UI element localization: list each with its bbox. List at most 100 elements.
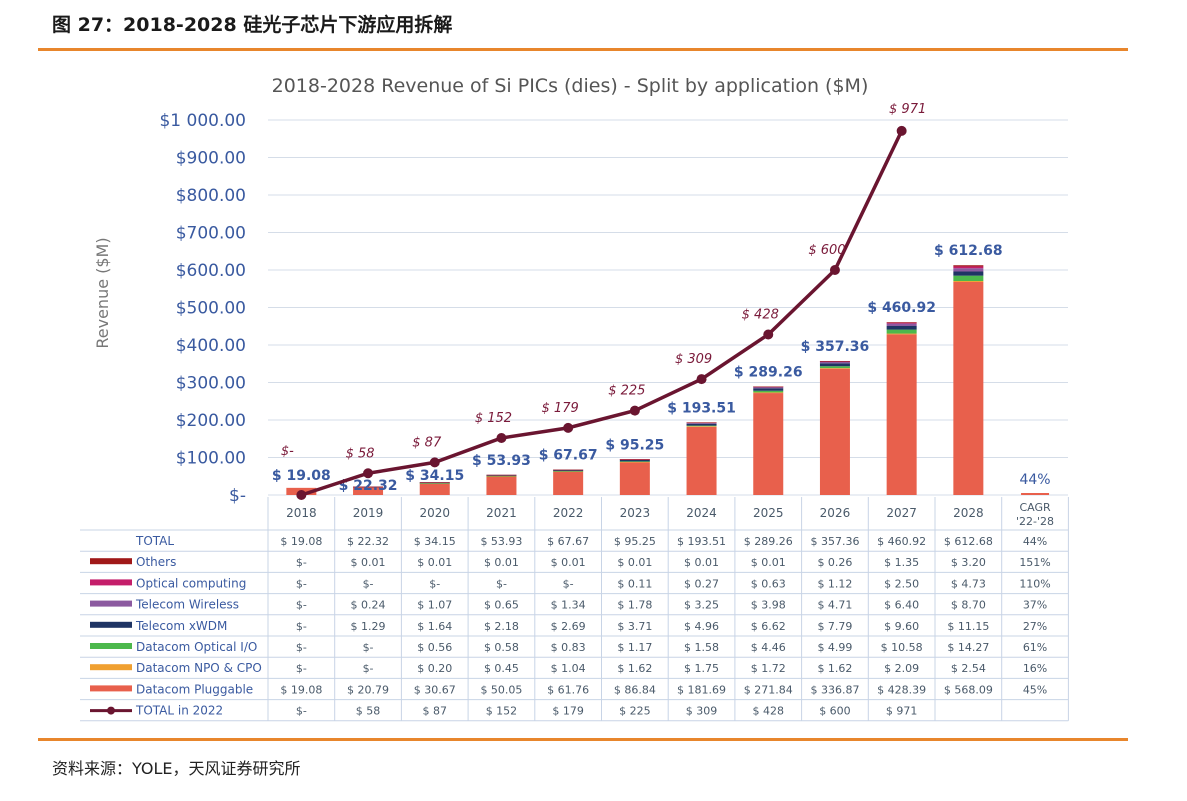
bar-total-label: $ 289.26 bbox=[734, 365, 803, 381]
table-cell: $ 1.29 bbox=[351, 620, 386, 633]
table-cell: $- bbox=[429, 577, 440, 590]
table-header-year: 2022 bbox=[553, 506, 584, 520]
line-point-label: $ 309 bbox=[675, 352, 712, 367]
line-point bbox=[763, 329, 774, 340]
y-tick-label: $300.00 bbox=[176, 374, 246, 394]
legend-swatch bbox=[90, 685, 132, 692]
bar-total-label: $ 67.67 bbox=[539, 448, 598, 464]
table-cell: $ 568.09 bbox=[944, 683, 993, 696]
line-point bbox=[629, 405, 640, 416]
table-cell: $ 1.78 bbox=[617, 599, 652, 612]
table-cell: $- bbox=[296, 577, 307, 590]
table-cell: $ 971 bbox=[886, 705, 918, 718]
bar-segment bbox=[753, 386, 784, 388]
table-cell: $ 2.69 bbox=[551, 620, 586, 633]
line-point bbox=[496, 433, 507, 443]
bar-segment bbox=[619, 461, 650, 462]
line-series: $- $ 58 $ 87 $ 152 $ 179 $ 225 $ 309 $ 428 $ 600… bbox=[281, 102, 926, 500]
table-cell: $ 0.63 bbox=[751, 577, 786, 590]
line-point bbox=[429, 457, 440, 468]
table-cell: $ 7.79 bbox=[817, 620, 852, 633]
table-cell: $ 0.01 bbox=[617, 556, 652, 569]
y-tick-label: $100.00 bbox=[176, 449, 246, 469]
table-cell: $ 460.92 bbox=[877, 535, 926, 548]
data-table: 2018 2019 2020 2021 2022 2023 2024 2025 2026 2027… bbox=[80, 497, 1069, 722]
bar-segment bbox=[753, 390, 784, 393]
line-point bbox=[896, 125, 907, 136]
table-row-label: Optical computing bbox=[136, 576, 246, 590]
bar-total-label: $ 460.92 bbox=[867, 300, 936, 316]
table-cell: $ 1.35 bbox=[884, 556, 919, 569]
table-cell: $ 1.72 bbox=[751, 662, 786, 675]
y-tick-label: $400.00 bbox=[176, 336, 246, 356]
table-cell: $ 1.17 bbox=[617, 641, 652, 654]
table-cell: $ 0.01 bbox=[417, 556, 452, 569]
table-cell: $ 20.79 bbox=[347, 683, 389, 696]
table-cell: $ 34.15 bbox=[414, 535, 456, 548]
table-cell: 37% bbox=[1023, 599, 1047, 612]
legend-swatch bbox=[90, 579, 132, 586]
bar-segment bbox=[619, 459, 650, 462]
table-cell: $ 10.58 bbox=[881, 641, 923, 654]
table-cell: $ 309 bbox=[686, 705, 718, 718]
table-cell: $ 357.36 bbox=[810, 535, 859, 548]
table-cell: 151% bbox=[1019, 556, 1050, 569]
table-cell: $ 1.34 bbox=[551, 599, 586, 612]
gridlines bbox=[268, 119, 1068, 496]
table-cell: $ 4.46 bbox=[751, 641, 786, 654]
legend-swatch bbox=[90, 664, 132, 671]
table-header-year: 2018 bbox=[286, 506, 317, 520]
bar-total-label: $ 34.15 bbox=[405, 468, 464, 484]
line-point-label: $ 58 bbox=[346, 446, 375, 461]
table-cell: $- bbox=[296, 641, 307, 654]
bar-segment bbox=[553, 471, 584, 473]
table-cell: $ 0.01 bbox=[351, 556, 386, 569]
total-line bbox=[300, 130, 904, 497]
table-cell: $- bbox=[363, 577, 374, 590]
y-tick-label: $700.00 bbox=[176, 224, 246, 244]
bar-segment bbox=[753, 392, 784, 394]
bar-segment bbox=[486, 474, 517, 476]
table-cell: $ 1.04 bbox=[551, 662, 586, 675]
table-cell: $ 612.68 bbox=[944, 535, 993, 548]
table-cell: $ 87 bbox=[423, 705, 448, 718]
table-cell: $ 0.01 bbox=[684, 556, 719, 569]
table-cell: $ 0.20 bbox=[417, 662, 452, 675]
bar-segment bbox=[553, 469, 584, 471]
table-cell: 45% bbox=[1023, 683, 1047, 696]
bar-segment bbox=[886, 322, 917, 323]
table-cell: $ 1.07 bbox=[417, 599, 452, 612]
table-cell: 110% bbox=[1019, 577, 1050, 590]
table-cell: $ 61.76 bbox=[547, 683, 589, 696]
legend-swatch bbox=[90, 643, 132, 649]
table-cell: $ 0.01 bbox=[551, 556, 586, 569]
table-cell: $ 179 bbox=[552, 705, 584, 718]
bar-segment bbox=[819, 368, 850, 495]
bar-segment bbox=[886, 322, 917, 324]
table-cell: $ 0.56 bbox=[417, 641, 452, 654]
y-tick-label: $900.00 bbox=[176, 149, 246, 169]
table-cell: $ 1.62 bbox=[817, 662, 852, 675]
bar-total-labels: $ 19.08 $ 22.32 $ 34.15 $ 53.93 $ 67.67 $ 95.… bbox=[272, 243, 1051, 494]
table-cell: $- bbox=[296, 705, 307, 718]
bar-segment bbox=[353, 486, 384, 488]
bar-segment bbox=[686, 422, 717, 424]
table-cell: $ 4.71 bbox=[817, 599, 852, 612]
bar-segment bbox=[819, 368, 850, 369]
table-cell: 27% bbox=[1023, 620, 1047, 633]
y-tick-label: $- bbox=[229, 486, 246, 506]
table-header-year: 2023 bbox=[620, 506, 651, 520]
table-row-label: TOTAL bbox=[135, 534, 174, 548]
bar-segment bbox=[886, 326, 917, 330]
legend-swatch bbox=[90, 600, 132, 607]
table-header-year: 2020 bbox=[419, 506, 450, 520]
table-cell: $ 0.24 bbox=[351, 599, 386, 612]
table-cell: $ 53.93 bbox=[480, 535, 522, 548]
table-cell: $ 0.83 bbox=[551, 641, 586, 654]
bar-segment bbox=[419, 483, 450, 484]
table-cell: $ 1.75 bbox=[684, 662, 719, 675]
bar-segment bbox=[619, 462, 650, 495]
table-cell: 16% bbox=[1023, 662, 1047, 675]
bar-total-label: $ 193.51 bbox=[667, 400, 736, 416]
bar-segment bbox=[953, 281, 984, 282]
